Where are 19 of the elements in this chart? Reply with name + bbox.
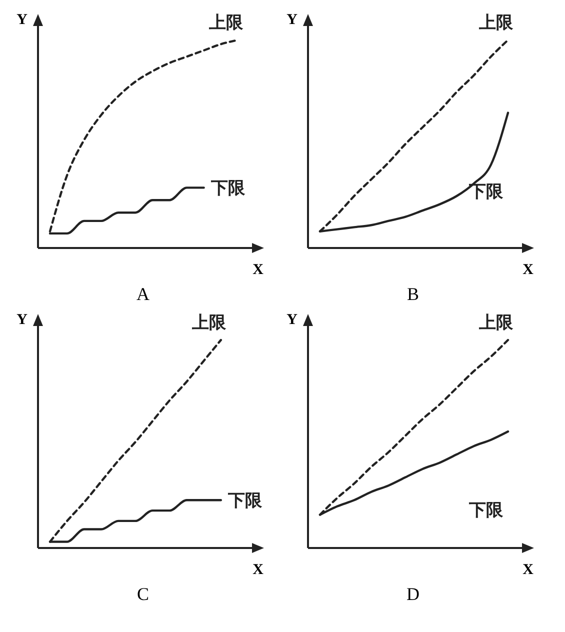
y-axis-title: Y	[286, 12, 298, 28]
text: 下限	[468, 500, 504, 521]
series-label: 上限	[478, 313, 514, 333]
y-axis-title: Y	[286, 312, 298, 328]
text: C	[136, 584, 150, 604]
series-label: 下限	[210, 178, 246, 199]
x-axis-title: X	[522, 562, 534, 578]
x-axis-title: X	[252, 262, 264, 278]
y-axis-title: Y	[16, 12, 28, 28]
series-label: 上限	[190, 313, 227, 333]
x-axis-title: X	[252, 562, 264, 578]
series-label: 下限	[226, 491, 263, 512]
text: A	[136, 284, 150, 304]
text: D	[406, 584, 420, 604]
series-label: 上限	[478, 13, 514, 33]
series-label: 上限	[208, 13, 244, 33]
y-axis-title: Y	[16, 312, 28, 328]
text: B	[406, 284, 420, 304]
x-axis-title: X	[522, 262, 534, 278]
